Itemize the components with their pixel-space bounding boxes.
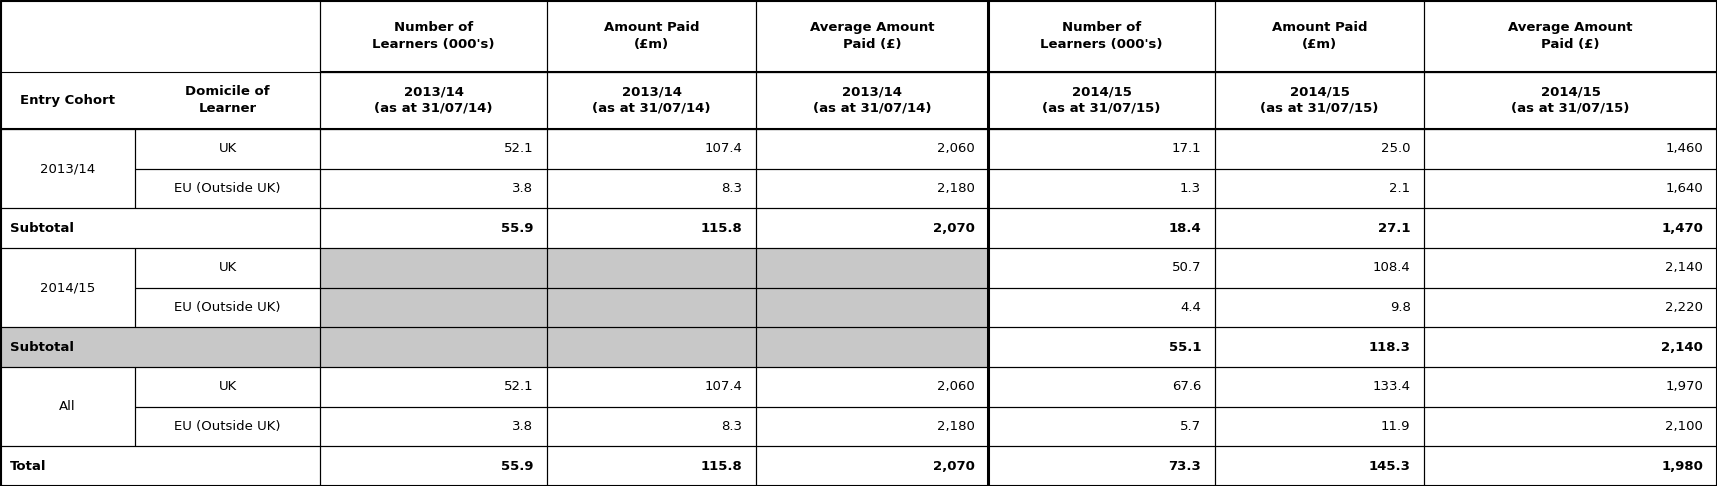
Text: EU (Outside UK): EU (Outside UK) (173, 301, 282, 314)
Text: 5.7: 5.7 (1180, 420, 1202, 433)
Text: Number of
Learners (000's): Number of Learners (000's) (1041, 21, 1162, 51)
Text: Amount Paid
(£m): Amount Paid (£m) (1272, 21, 1367, 51)
Text: 52.1: 52.1 (503, 142, 532, 155)
Bar (546, 327, 757, 367)
Text: Entry Cohort: Entry Cohort (21, 94, 115, 107)
Text: EU (Outside UK): EU (Outside UK) (173, 420, 282, 433)
Text: 2,180: 2,180 (936, 420, 975, 433)
Bar (0, 327, 319, 367)
Text: 1,460: 1,460 (1665, 142, 1703, 155)
Text: 52.1: 52.1 (503, 381, 532, 393)
Text: 18.4: 18.4 (1168, 222, 1202, 235)
Text: 2,070: 2,070 (932, 460, 975, 473)
Text: 145.3: 145.3 (1368, 460, 1411, 473)
Text: UK: UK (218, 381, 237, 393)
Text: UK: UK (218, 142, 237, 155)
Bar (546, 248, 757, 288)
Bar (319, 288, 546, 327)
Text: Number of
Learners (000's): Number of Learners (000's) (373, 21, 494, 51)
Text: 8.3: 8.3 (721, 420, 742, 433)
Bar (755, 248, 989, 288)
Text: 67.6: 67.6 (1171, 381, 1202, 393)
Text: 8.3: 8.3 (721, 182, 742, 195)
Text: 115.8: 115.8 (701, 460, 742, 473)
Text: 2013/14
(as at 31/07/14): 2013/14 (as at 31/07/14) (812, 86, 932, 115)
Text: 17.1: 17.1 (1171, 142, 1202, 155)
Text: Subtotal: Subtotal (10, 341, 74, 354)
Text: 2.1: 2.1 (1389, 182, 1411, 195)
Text: 50.7: 50.7 (1171, 261, 1202, 274)
Text: 1,470: 1,470 (1662, 222, 1703, 235)
Text: 9.8: 9.8 (1389, 301, 1411, 314)
Text: 2,100: 2,100 (1665, 420, 1703, 433)
Text: 2,140: 2,140 (1665, 261, 1703, 274)
Text: 25.0: 25.0 (1380, 142, 1411, 155)
Text: 2013/14
(as at 31/07/14): 2013/14 (as at 31/07/14) (374, 86, 493, 115)
Text: Amount Paid
(£m): Amount Paid (£m) (604, 21, 699, 51)
Text: 2014/15
(as at 31/07/15): 2014/15 (as at 31/07/15) (1511, 86, 1629, 115)
Bar (546, 288, 757, 327)
Text: Average Amount
Paid (£): Average Amount Paid (£) (810, 21, 934, 51)
Text: 27.1: 27.1 (1379, 222, 1411, 235)
Text: 107.4: 107.4 (704, 142, 742, 155)
Text: 2,140: 2,140 (1662, 341, 1703, 354)
Text: 2014/15
(as at 31/07/15): 2014/15 (as at 31/07/15) (1260, 86, 1379, 115)
Text: 107.4: 107.4 (704, 381, 742, 393)
Text: Total: Total (10, 460, 46, 473)
Text: 108.4: 108.4 (1374, 261, 1411, 274)
Text: 2,060: 2,060 (937, 381, 975, 393)
Text: 55.9: 55.9 (501, 460, 532, 473)
Text: 2013/14
(as at 31/07/14): 2013/14 (as at 31/07/14) (592, 86, 711, 115)
Text: 55.1: 55.1 (1169, 341, 1202, 354)
Text: 118.3: 118.3 (1368, 341, 1411, 354)
Text: 3.8: 3.8 (512, 420, 532, 433)
Text: Average Amount
Paid (£): Average Amount Paid (£) (1508, 21, 1633, 51)
Text: 11.9: 11.9 (1380, 420, 1411, 433)
Text: Domicile of
Learner: Domicile of Learner (185, 86, 270, 115)
Text: 4.4: 4.4 (1180, 301, 1202, 314)
Bar (319, 248, 546, 288)
Text: Subtotal: Subtotal (10, 222, 74, 235)
Bar (319, 327, 546, 367)
Text: 1,970: 1,970 (1665, 381, 1703, 393)
Text: 73.3: 73.3 (1168, 460, 1202, 473)
Text: UK: UK (218, 261, 237, 274)
Text: 55.9: 55.9 (501, 222, 532, 235)
Text: 2,060: 2,060 (937, 142, 975, 155)
Text: 3.8: 3.8 (512, 182, 532, 195)
Bar (755, 327, 989, 367)
Text: 115.8: 115.8 (701, 222, 742, 235)
Text: 1,640: 1,640 (1665, 182, 1703, 195)
Text: 2,070: 2,070 (932, 222, 975, 235)
Text: EU (Outside UK): EU (Outside UK) (173, 182, 282, 195)
Text: 2,180: 2,180 (936, 182, 975, 195)
Bar (755, 288, 989, 327)
Text: 2014/15: 2014/15 (39, 281, 94, 294)
Text: 1,980: 1,980 (1662, 460, 1703, 473)
Text: 133.4: 133.4 (1372, 381, 1411, 393)
Text: All: All (58, 400, 76, 413)
Text: 2013/14: 2013/14 (39, 162, 94, 175)
Text: 1.3: 1.3 (1180, 182, 1202, 195)
Text: 2014/15
(as at 31/07/15): 2014/15 (as at 31/07/15) (1042, 86, 1161, 115)
Text: 2,220: 2,220 (1665, 301, 1703, 314)
